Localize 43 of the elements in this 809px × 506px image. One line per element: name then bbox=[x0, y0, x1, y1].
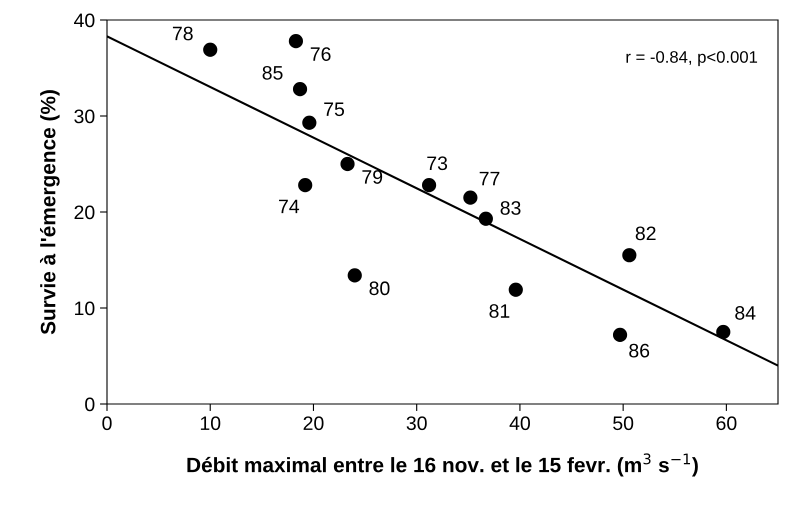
point bbox=[340, 156, 355, 172]
annotation: 74 bbox=[279, 200, 300, 214]
annotation: 73 bbox=[427, 156, 448, 170]
annotation: 80 bbox=[369, 281, 390, 296]
point bbox=[422, 178, 436, 192]
annotation: 76 bbox=[310, 47, 331, 61]
point bbox=[622, 248, 636, 262]
x-tick-label: 20 bbox=[304, 416, 324, 430]
point bbox=[302, 116, 316, 130]
annotation: 85 bbox=[262, 66, 283, 80]
annotation: 81 bbox=[489, 304, 510, 318]
point bbox=[298, 178, 312, 192]
annotation: 77 bbox=[480, 172, 500, 186]
point bbox=[508, 282, 523, 297]
point bbox=[716, 324, 730, 340]
point bbox=[463, 190, 478, 205]
x-tick-label: 60 bbox=[716, 416, 736, 430]
annotation: 75 bbox=[324, 102, 344, 116]
x-tick-label: 50 bbox=[613, 416, 634, 430]
point bbox=[348, 268, 362, 282]
y-tick-label: 30 bbox=[74, 109, 94, 124]
point bbox=[203, 42, 218, 57]
x-tick-label: 30 bbox=[406, 416, 427, 430]
annotation: r = -0.84, p<0.001 bbox=[626, 51, 758, 66]
annotation: 86 bbox=[629, 344, 650, 358]
x-tick-label: 10 bbox=[200, 416, 220, 430]
y-tick-label: 10 bbox=[75, 301, 94, 316]
annotation: 84 bbox=[735, 306, 756, 320]
annotation: 83 bbox=[500, 201, 521, 215]
annotation: 79 bbox=[362, 170, 382, 184]
point bbox=[478, 212, 493, 226]
y-axis-title: Survie à l'émergence (%) bbox=[40, 90, 60, 334]
annotation: 82 bbox=[636, 226, 656, 240]
x-tick-label: 0 bbox=[102, 416, 112, 430]
annotation: 78 bbox=[172, 26, 193, 40]
y-tick-label: 0 bbox=[85, 397, 94, 412]
y-tick-label: 20 bbox=[74, 205, 94, 220]
x-tick-label: 40 bbox=[510, 416, 530, 430]
point bbox=[612, 328, 628, 342]
y-tick-label: 40 bbox=[74, 13, 94, 28]
point bbox=[292, 82, 308, 96]
x-axis-title: Débit maximal entre le 16 nov. et le 15 fevr. (m$^{3}$ s$^{−1}$) bbox=[187, 453, 698, 476]
point bbox=[288, 34, 304, 48]
